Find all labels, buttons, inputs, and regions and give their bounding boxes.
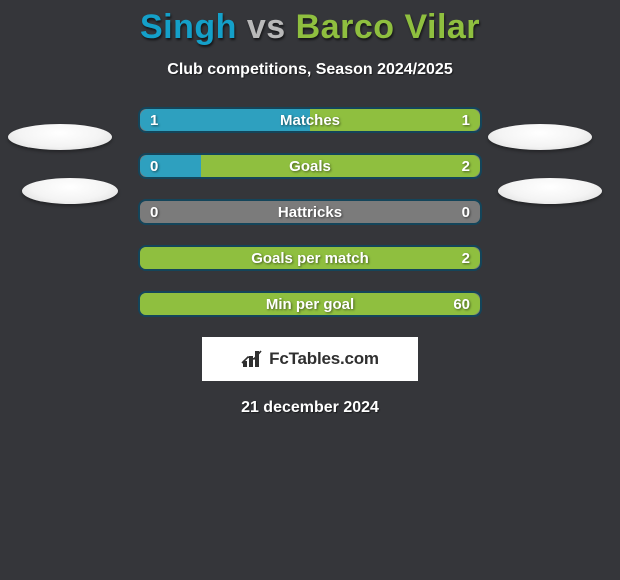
fctables-logo: FcTables.com bbox=[202, 337, 418, 381]
stat-row: Goals0 2 bbox=[138, 153, 482, 179]
title-vs: vs bbox=[247, 8, 286, 46]
stat-label: Goals bbox=[140, 155, 480, 177]
stat-value-b: 2 bbox=[462, 247, 470, 269]
stat-value-a: 0 bbox=[150, 201, 158, 223]
decorative-ellipse bbox=[498, 178, 602, 204]
stat-value-b: 1 bbox=[462, 109, 470, 131]
snapshot-date: 21 december 2024 bbox=[0, 399, 620, 417]
decorative-ellipse bbox=[488, 124, 592, 150]
stat-value-b: 60 bbox=[453, 293, 470, 315]
title-player-a: Singh bbox=[140, 8, 237, 46]
title-player-b: Barco Vilar bbox=[296, 8, 480, 46]
stat-value-a: 1 bbox=[150, 109, 158, 131]
stat-label: Goals per match bbox=[140, 247, 480, 269]
stat-row: Hattricks0 0 bbox=[138, 199, 482, 225]
stat-value-a: 0 bbox=[150, 155, 158, 177]
stats-table: Matches11Goals02Hattricks00Goals per mat… bbox=[138, 107, 482, 317]
stat-value-b: 2 bbox=[462, 155, 470, 177]
stat-label: Min per goal bbox=[140, 293, 480, 315]
bar-chart-icon bbox=[241, 349, 263, 369]
stat-label: Matches bbox=[140, 109, 480, 131]
decorative-ellipse bbox=[8, 124, 112, 150]
stat-label: Hattricks bbox=[140, 201, 480, 223]
stat-row: Matches1 1 bbox=[138, 107, 482, 133]
stat-value-b: 0 bbox=[462, 201, 470, 223]
stat-row: Min per goal60 bbox=[138, 291, 482, 317]
subtitle: Club competitions, Season 2024/2025 bbox=[0, 61, 620, 79]
page-title: Singh vs Barco Vilar bbox=[0, 0, 620, 47]
logo-text: FcTables.com bbox=[269, 349, 379, 369]
stat-row: Goals per match2 bbox=[138, 245, 482, 271]
decorative-ellipse bbox=[22, 178, 118, 204]
